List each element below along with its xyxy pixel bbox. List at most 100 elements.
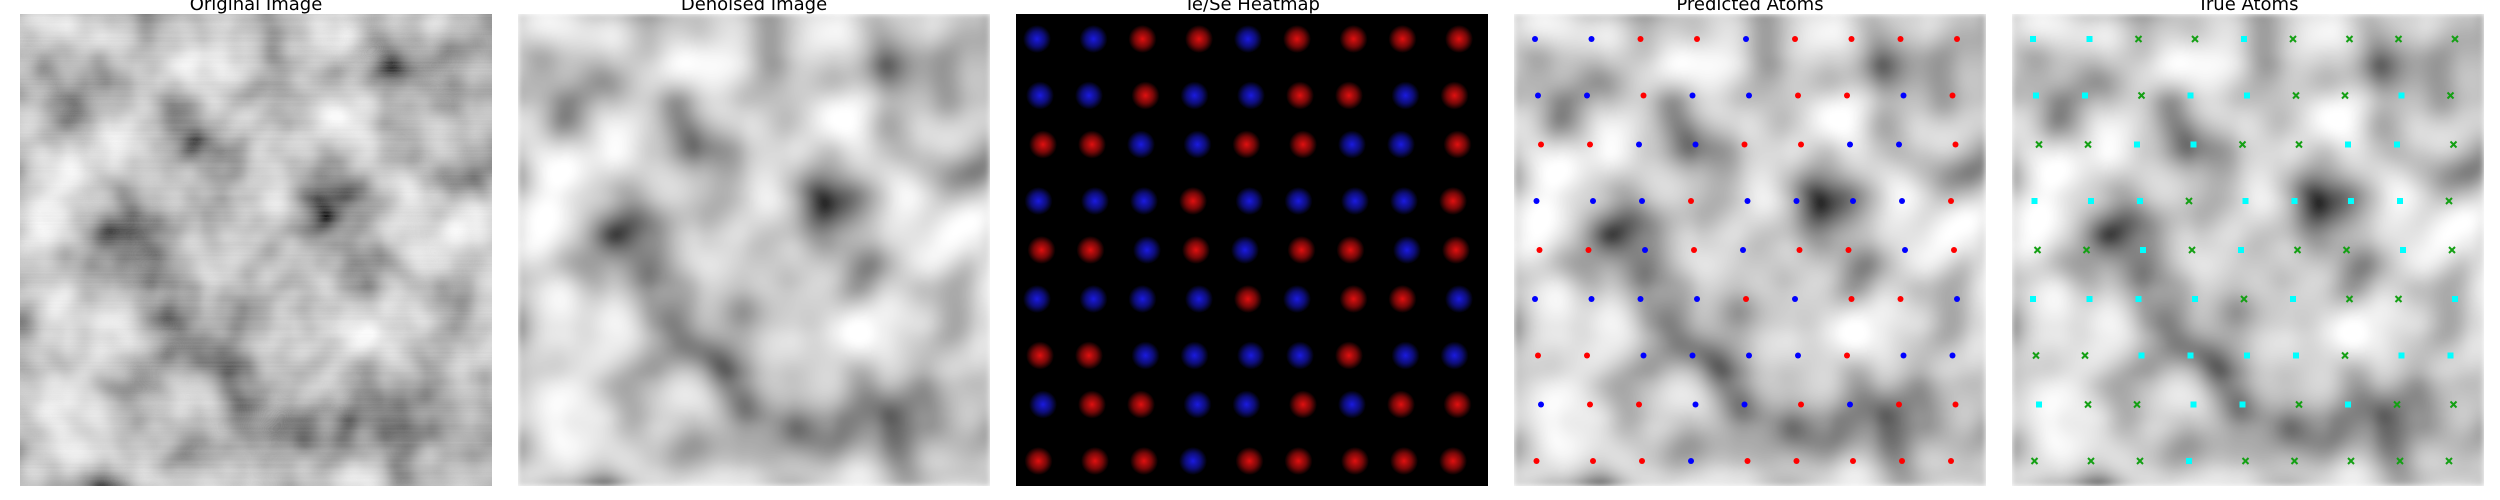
predicted-se-atom <box>1850 198 1856 204</box>
true-atom-x-marker <box>2289 35 2297 43</box>
predicted-te-atom <box>1848 36 1855 42</box>
predicted-se-atom <box>1795 352 1801 359</box>
predicted-se-atom <box>1692 401 1699 408</box>
true-atom-square-marker <box>2135 296 2142 302</box>
predicted-te-atom <box>1952 141 1959 148</box>
se-heat-blob <box>1338 390 1366 419</box>
true-atom-x-marker <box>2133 400 2141 409</box>
se-heat-blob <box>1231 236 1259 264</box>
true-atom-square-marker <box>2030 36 2036 42</box>
predicted-te-atom <box>1691 247 1697 253</box>
te-heat-blob <box>1339 25 1368 53</box>
predicted-atoms-panel: Predicted Atoms <box>1514 0 1986 486</box>
heatmap-panel: Te/Se Heatmap <box>1016 0 1488 486</box>
se-heat-blob <box>1445 285 1473 313</box>
se-heat-blob <box>1234 25 1262 53</box>
true-atom-x-marker <box>2394 35 2403 43</box>
te-heat-blob <box>1078 390 1106 419</box>
panel-title-original: Original Image <box>189 0 323 15</box>
true-atom-x-marker <box>2448 246 2456 254</box>
true-atom-square-marker <box>2239 401 2246 408</box>
true-atom-square-marker <box>2291 198 2298 204</box>
true-atom-square-marker <box>2290 296 2296 302</box>
predicted-se-atom <box>1642 247 1648 253</box>
predicted-se-atom <box>1949 352 1956 359</box>
se-heat-blob <box>1237 81 1265 110</box>
true-atom-x-marker <box>2345 35 2354 43</box>
true-atom-square-marker <box>2086 296 2093 302</box>
true-atom-x-marker <box>2136 457 2144 465</box>
true-atom-x-marker <box>2241 457 2250 465</box>
se-heat-blob <box>1179 447 1207 475</box>
true-atom-square-marker <box>2293 352 2299 359</box>
predicted-te-atom <box>1948 198 1954 204</box>
predicted-se-atom <box>1588 36 1595 42</box>
predicted-te-atom <box>1584 352 1590 359</box>
true-atom-square-marker <box>2137 198 2143 204</box>
predicted-te-atom <box>1850 458 1856 464</box>
te-heat-blob <box>1185 25 1213 53</box>
true-atom-square-marker <box>2140 247 2146 253</box>
se-heat-blob <box>1185 285 1213 313</box>
se-heat-blob <box>1133 236 1161 264</box>
predicted-se-atom <box>1792 296 1798 302</box>
predicted-se-atom <box>1900 352 1907 359</box>
se-heat-blob <box>1284 187 1313 215</box>
true-atom-square-marker <box>2036 401 2042 408</box>
predicted-te-atom <box>1640 92 1647 99</box>
predicted-te-atom <box>1536 247 1543 253</box>
predicted-se-atom <box>1741 401 1748 408</box>
te-heat-blob <box>1029 130 1057 159</box>
te-heat-blob <box>1235 447 1264 475</box>
predicted-te-atom <box>1792 36 1798 42</box>
predicted-se-atom <box>1689 92 1696 99</box>
panel-title-true: True Atoms <box>2197 0 2299 15</box>
se-heat-blob <box>1029 390 1057 419</box>
true-atom-x-marker <box>2033 246 2042 254</box>
predicted-te-atom <box>1948 458 1954 464</box>
predicted-te-atom <box>1796 247 1803 253</box>
predicted-te-atom <box>1896 401 1902 408</box>
true-atom-x-marker <box>2084 400 2092 409</box>
true-atom-x-marker <box>2137 91 2146 100</box>
predicted-te-atom <box>1688 198 1694 204</box>
true-atom-square-marker <box>2244 92 2250 99</box>
te-heat-blob <box>1284 447 1313 475</box>
true-atom-square-marker <box>2452 296 2458 302</box>
te-heat-blob <box>1390 447 1418 475</box>
se-heat-blob <box>1391 341 1420 370</box>
predicted-se-atom <box>1532 296 1538 302</box>
true-atom-x-marker <box>2449 140 2458 149</box>
predicted-se-atom <box>1900 92 1907 99</box>
te-heat-blob <box>1341 447 1369 475</box>
te-heat-blob <box>1335 341 1363 370</box>
te-heat-blob <box>1387 390 1415 419</box>
predicted-se-atom <box>1899 198 1905 204</box>
se-heat-blob <box>1180 81 1209 110</box>
true-atom-x-marker <box>2396 457 2404 465</box>
predicted-te-atom <box>1848 296 1855 302</box>
original-image-panel: Original Image <box>20 0 492 486</box>
predicted-se-atom <box>1692 141 1699 148</box>
true-atom-square-marker <box>2138 352 2145 359</box>
true-atom-square-marker <box>2088 198 2094 204</box>
se-heat-blob <box>1387 130 1415 159</box>
true-atom-x-marker <box>2341 351 2349 360</box>
true-atom-x-marker <box>2290 457 2299 465</box>
panel-title-denoised: Denoised Image <box>680 0 828 15</box>
true-atom-square-marker <box>2348 198 2354 204</box>
true-atom-x-marker <box>2445 457 2453 465</box>
se-heat-blob <box>1023 285 1051 313</box>
predicted-se-atom <box>1902 247 1908 253</box>
true-atom-x-marker <box>2445 197 2453 205</box>
denoised-image-panel: Denoised Image <box>518 0 990 486</box>
te-heat-blob <box>1078 130 1106 159</box>
se-heat-blob <box>1024 187 1053 215</box>
predicted-te-atom <box>1741 141 1748 148</box>
te-heat-blob <box>1131 81 1160 110</box>
true-atom-square-marker <box>2238 247 2244 253</box>
true-atom-square-marker <box>2394 141 2400 148</box>
predicted-te-atom <box>1535 352 1541 359</box>
predicted-se-atom <box>1640 352 1647 359</box>
true-atom-x-marker <box>2451 35 2459 43</box>
